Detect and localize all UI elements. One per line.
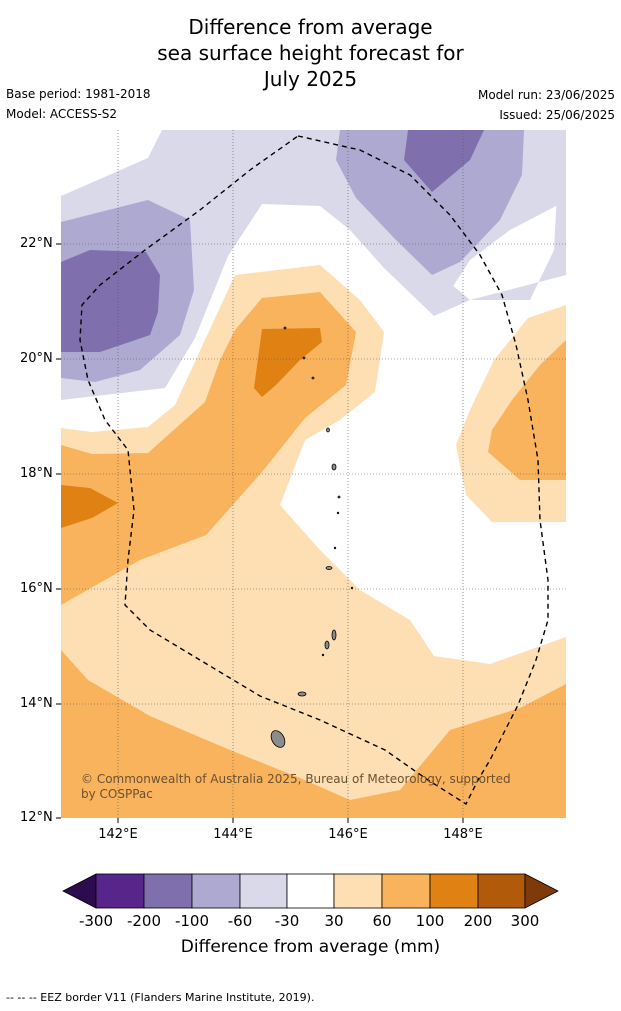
lon-label-144e: 144°E xyxy=(213,827,253,842)
colorbar-tick: 200 xyxy=(463,912,493,930)
eez-legend-note: -- -- -- EEZ border V11 (Flanders Marine… xyxy=(6,991,315,1004)
chart-title: Difference from average sea surface heig… xyxy=(0,14,621,92)
contour-layer xyxy=(61,130,566,818)
copyright-notice: © Commonwealth of Australia 2025, Bureau… xyxy=(81,772,511,801)
agrihan-island xyxy=(326,427,330,433)
colorbar-title: Difference from average (mm) xyxy=(180,937,441,957)
model-label: Model: ACCESS-S2 xyxy=(6,107,118,121)
colorbar-segment-m60-m30 xyxy=(239,873,288,909)
colorbar-extend-min xyxy=(62,873,97,909)
rota-island xyxy=(297,691,307,697)
colorbar-segment-100-200 xyxy=(429,873,479,909)
colorbar-segment-30-60 xyxy=(333,873,383,909)
axis-ticks xyxy=(56,243,464,823)
colorbar-extend-max xyxy=(524,873,559,909)
colorbar-segment-m100-m60 xyxy=(191,873,241,909)
pagan-island xyxy=(331,463,337,471)
lat-label-22n: 22°N xyxy=(20,236,53,251)
model-run-label: Model run: 23/06/2025 xyxy=(477,88,615,102)
lat-label-12n: 12°N xyxy=(20,810,53,825)
title-line-3: July 2025 xyxy=(263,67,358,91)
colorbar-tick: 60 xyxy=(372,912,392,930)
colorbar-segment-60-100 xyxy=(381,873,431,909)
band-100-200 xyxy=(254,328,322,397)
colorbar-tick: -200 xyxy=(126,912,162,930)
anatahan-island xyxy=(325,566,333,570)
lat-label-20n: 20°N xyxy=(20,351,53,366)
tinian-island xyxy=(324,640,330,650)
colorbar-tick: 30 xyxy=(324,912,344,930)
band-m200-m100 xyxy=(61,250,160,352)
gridlines xyxy=(61,130,566,818)
colorbar-tick: -30 xyxy=(274,912,300,930)
lat-label-16n: 16°N xyxy=(20,581,53,596)
colorbar-segment-m300-m200 xyxy=(95,873,145,909)
band-m100-m60-ne xyxy=(336,130,524,275)
colorbar-tick: -100 xyxy=(174,912,210,930)
base-period-label: Base period: 1981-2018 xyxy=(6,87,151,101)
lon-label-146e: 146°E xyxy=(328,827,368,842)
band-m60-m30 xyxy=(61,130,566,400)
colorbar-tick: 100 xyxy=(415,912,445,930)
colorbar-tick: -300 xyxy=(78,912,114,930)
colorbar-segment-m30-30 xyxy=(286,873,335,909)
colorbar-segment-200-300 xyxy=(477,873,526,909)
guam-island xyxy=(270,730,286,748)
title-line-2: sea surface height forecast for xyxy=(157,41,464,65)
band-30-60 xyxy=(61,265,566,818)
band-60-100-east xyxy=(488,340,566,480)
eez-border xyxy=(79,135,549,806)
colorbar-tick: 300 xyxy=(510,912,540,930)
band-100-200-west xyxy=(61,485,118,528)
lat-label-18n: 18°N xyxy=(20,466,53,481)
band-60-100-south xyxy=(61,650,566,818)
colorbar-segment-m200-m100 xyxy=(143,873,193,909)
islands xyxy=(270,326,354,748)
lon-label-142e: 142°E xyxy=(98,827,138,842)
lat-label-14n: 14°N xyxy=(20,696,53,711)
issued-label: Issued: 25/06/2025 xyxy=(499,108,615,122)
saipan-island xyxy=(331,629,337,641)
band-m200-m100-ne xyxy=(404,130,484,192)
colorbar-tick: -60 xyxy=(227,912,253,930)
title-line-1: Difference from average xyxy=(188,15,433,39)
lon-label-148e: 148°E xyxy=(443,827,483,842)
